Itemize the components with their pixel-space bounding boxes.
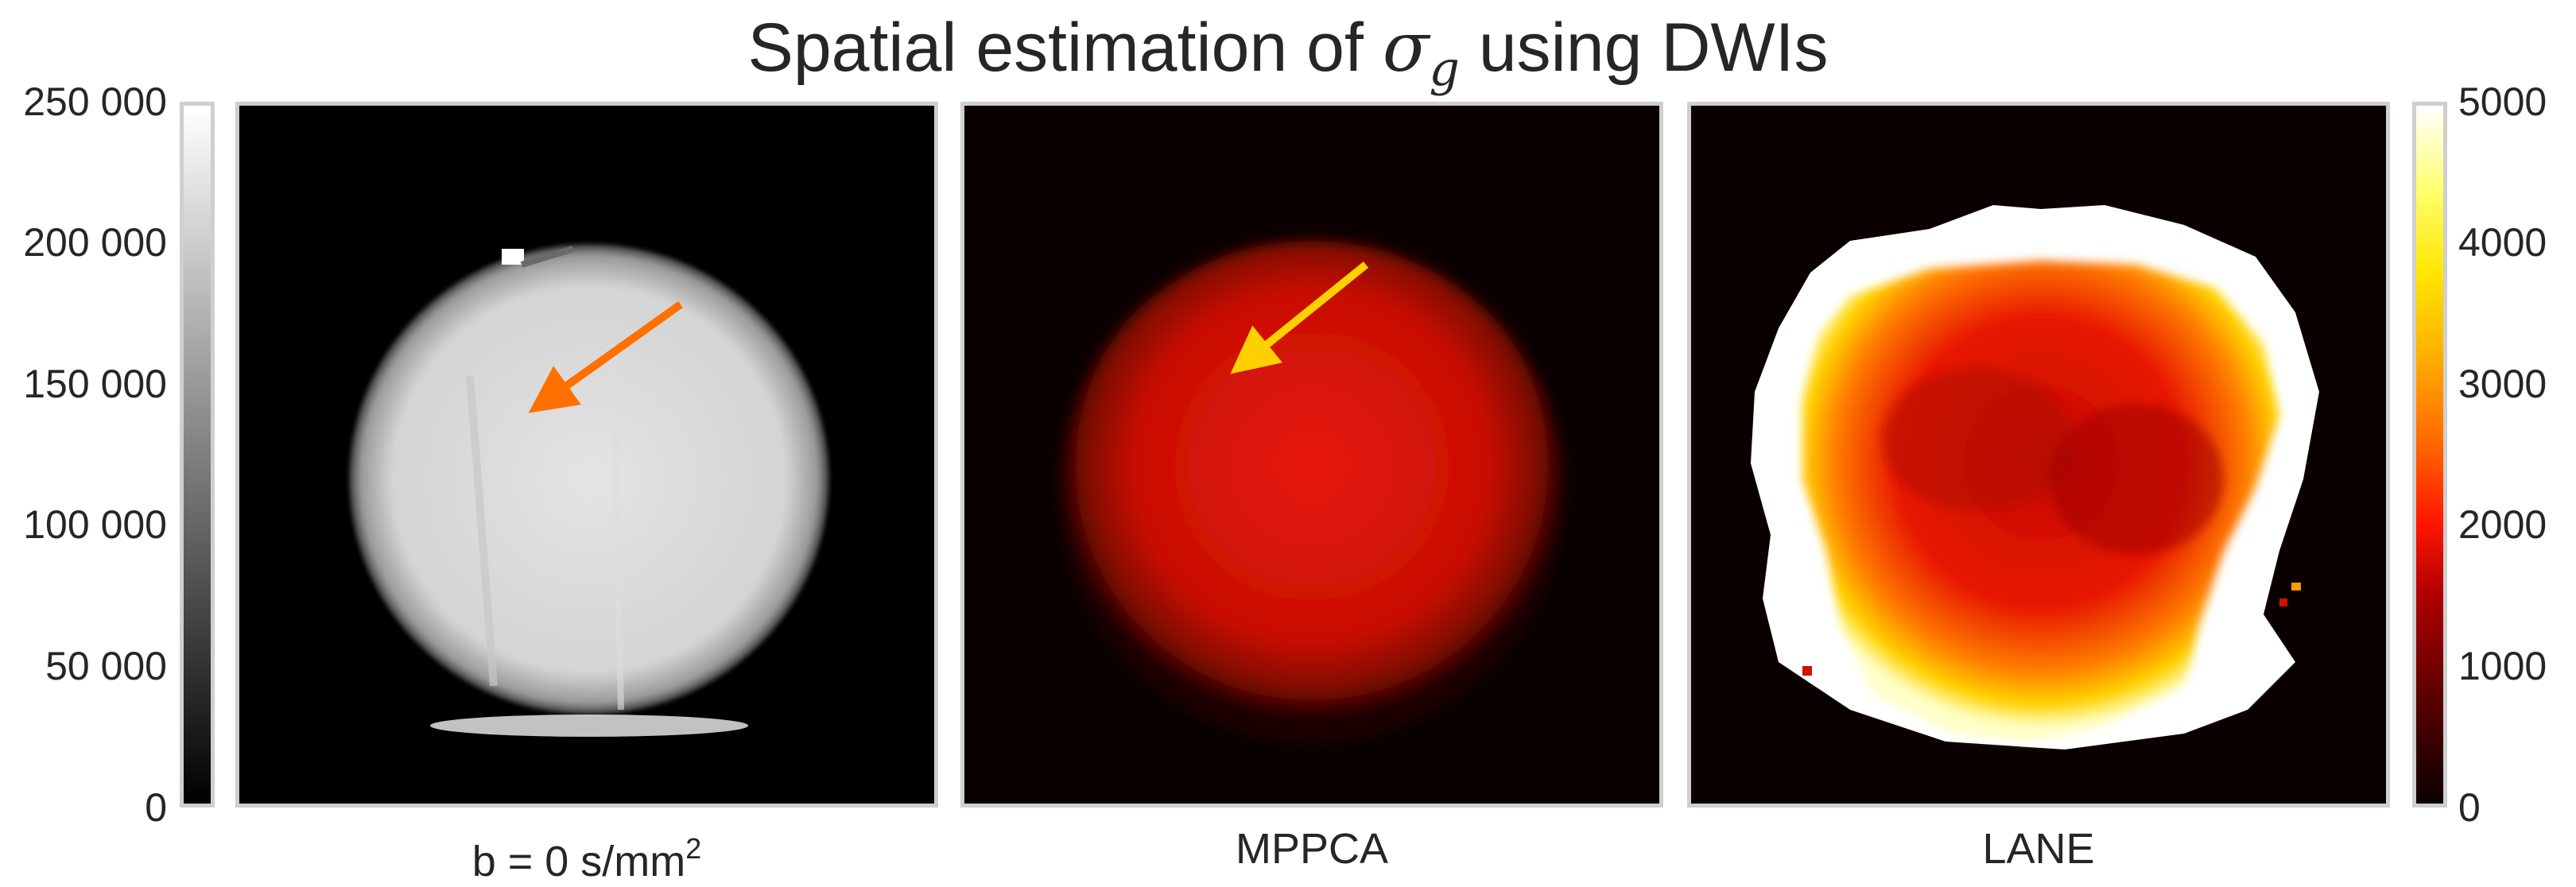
title-sigma-symbol: σ	[1382, 8, 1430, 87]
right-colorbar-tick: 5000	[2458, 79, 2547, 124]
lane-heat-interior	[1802, 261, 2279, 742]
caption-b0: b = 0 s/mm2	[235, 823, 938, 887]
left-colorbar-tick: 200 000	[23, 220, 167, 265]
title-suffix: using DWIs	[1459, 10, 1829, 86]
left-colorbar	[180, 102, 215, 808]
right-colorbar-tick: 4000	[2458, 220, 2547, 265]
caption-b0-exponent: 2	[685, 832, 702, 865]
panel-b0-image	[235, 102, 938, 808]
panel-mppca-image	[960, 102, 1663, 808]
right-colorbar-tick: 3000	[2458, 362, 2547, 406]
phantom-disc	[349, 244, 829, 715]
caption-mppca: MPPCA	[1235, 825, 1389, 873]
caption-lane: LANE	[1982, 825, 2095, 873]
title-prefix: Spatial estimation of	[747, 10, 1383, 86]
right-colorbar-tick: 1000	[2458, 644, 2547, 688]
left-colorbar-tick: 250 000	[23, 79, 167, 124]
left-colorbar-tick: 50 000	[45, 644, 167, 688]
figure-title: Spatial estimation of σg using DWIs	[0, 8, 2576, 109]
orange-arrow	[528, 300, 683, 413]
left-colorbar-tick: 0	[145, 785, 167, 830]
caption-b0-text: b = 0 s/mm	[471, 838, 686, 885]
noise-disc	[1059, 241, 1565, 742]
panel-lane-image	[1687, 102, 2390, 808]
yellow-arrow	[1230, 261, 1369, 374]
right-colorbar-tick: 2000	[2458, 502, 2547, 547]
right-colorbar-tick: 0	[2458, 785, 2481, 830]
right-colorbar	[2412, 102, 2447, 808]
left-colorbar-tick: 150 000	[23, 362, 167, 406]
title-subscript: g	[1429, 41, 1460, 97]
left-colorbar-tick: 100 000	[23, 502, 167, 547]
